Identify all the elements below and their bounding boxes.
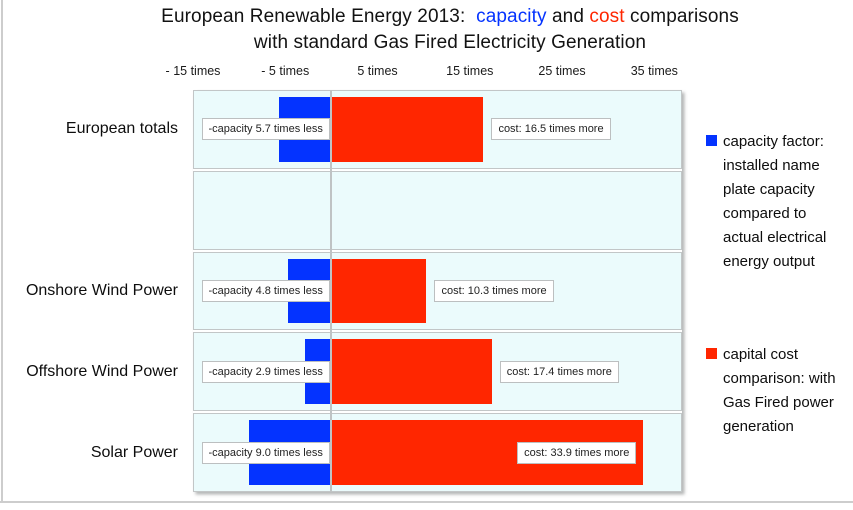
- x-axis: - 15 times - 5 times 5 times 15 times 25…: [166, 64, 682, 84]
- cost-bar-label: cost: 33.9 times more: [517, 441, 637, 464]
- legend-item-cost: capital cost comparison: with Gas Fired …: [706, 343, 848, 439]
- x-axis-tick: - 15 times: [165, 64, 221, 78]
- category-label: European totals: [65, 120, 178, 138]
- cost-legend-swatch-icon: [706, 348, 717, 359]
- cost-legend-text: capital cost comparison: with Gas Fired …: [723, 346, 836, 435]
- title-text-2: and: [546, 6, 590, 27]
- zero-gridline: [330, 90, 333, 492]
- capacity-bar-label: -capacity 9.0 times less: [201, 441, 330, 464]
- category-label: [0, 171, 178, 250]
- title-cost-word: cost: [589, 6, 625, 27]
- category-label: Offshore Wind Power: [26, 362, 178, 380]
- legend-item-capacity: capacity factor: installed name plate ca…: [706, 130, 848, 274]
- page-frame-bottom-border: [0, 501, 853, 503]
- cost-bar-label: cost: 17.4 times more: [499, 360, 619, 383]
- page-frame-left-border: [1, 0, 3, 501]
- capacity-bar-label: -capacity 2.9 times less: [201, 360, 330, 383]
- x-axis-tick: 5 times: [357, 64, 398, 78]
- category-label: Solar Power: [90, 443, 178, 461]
- cost-bar: [331, 97, 484, 162]
- cost-bar-label: cost: 16.5 times more: [491, 118, 611, 141]
- capacity-legend-text: capacity factor: installed name plate ca…: [723, 133, 827, 270]
- plot-area: -capacity 5.7 times less cost: 16.5 time…: [193, 90, 682, 492]
- x-axis-tick: 15 times: [446, 64, 494, 78]
- x-axis-tick: - 5 times: [261, 64, 310, 78]
- cost-bar-label: cost: 10.3 times more: [434, 279, 554, 302]
- cost-bar: [331, 339, 492, 405]
- chart-row: -capacity 4.8 times less cost: 10.3 time…: [193, 251, 682, 331]
- category-axis: European totals Onshore Wind Power Offsh…: [0, 90, 178, 492]
- cost-bar: [331, 258, 427, 324]
- title-text-3: comparisons: [624, 6, 739, 27]
- x-axis-tick: 25 times: [538, 64, 586, 78]
- capacity-legend-swatch-icon: [706, 135, 717, 146]
- chart-title-line2: with standard Gas Fired Electricity Gene…: [253, 32, 647, 53]
- chart-title-line1: European Renewable Energy 2013: capacity…: [161, 6, 739, 28]
- x-axis-tick: 35 times: [630, 64, 678, 78]
- capacity-bar-label: -capacity 4.8 times less: [201, 279, 330, 302]
- chart-row: -capacity 5.7 times less cost: 16.5 time…: [193, 90, 682, 169]
- chart-row: [193, 170, 682, 250]
- title-text-1: European Renewable Energy 2013:: [161, 6, 477, 27]
- capacity-bar-label: -capacity 5.7 times less: [201, 118, 330, 141]
- chart-row: -capacity 2.9 times less cost: 17.4 time…: [193, 332, 682, 412]
- chart-row: -capacity 9.0 times less cost: 33.9 time…: [193, 413, 682, 492]
- title-capacity-word: capacity: [476, 6, 547, 27]
- category-label: Onshore Wind Power: [25, 281, 178, 299]
